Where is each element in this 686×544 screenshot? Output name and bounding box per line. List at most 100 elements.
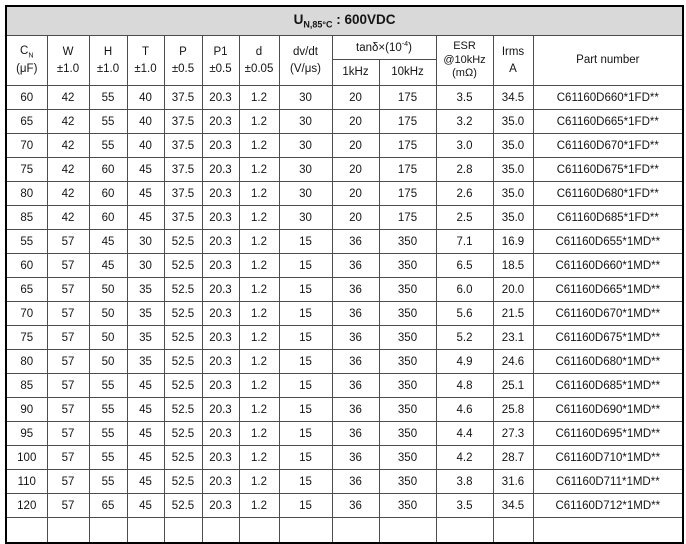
table-cell: 20: [331, 109, 380, 134]
table-cell: 175: [378, 133, 437, 158]
table-cell: 20.3: [201, 157, 240, 182]
table-cell: 35.0: [492, 157, 534, 182]
col-header-h: H ±1.0: [88, 35, 128, 86]
table-cell: 45: [126, 205, 165, 230]
table-cell: 20: [331, 205, 380, 230]
table-cell: 110: [5, 469, 48, 494]
table-cell: 1.2: [238, 325, 280, 350]
voltage-symbol: U: [293, 12, 304, 28]
table-cell: 55: [88, 133, 128, 158]
table-cell: 60: [88, 205, 128, 230]
table-cell: 3.2: [435, 109, 494, 134]
table-cell: 350: [378, 373, 437, 398]
table-cell: 52.5: [163, 277, 203, 302]
table-row: 80 42 60 45 37.5 20.3 1.2 30 20 175 2.6 35.0 C61160D…: [5, 181, 684, 206]
table-cell: 20.3: [201, 205, 240, 230]
table-cell: 1.2: [238, 469, 280, 494]
table-cell: 20.3: [201, 181, 240, 206]
table-cell: C61160D670*1MD**: [532, 301, 684, 326]
table-cell: 52.5: [163, 397, 203, 422]
table-cell: 3.5: [435, 85, 494, 110]
table-cell: 37.5: [163, 181, 203, 206]
table-cell: 20.3: [201, 421, 240, 446]
table-cell: 20.3: [201, 373, 240, 398]
col-header-irms: Irms A: [492, 35, 534, 86]
w-label: W: [62, 45, 74, 58]
table-cell: 1.2: [238, 445, 280, 470]
table-cell: 350: [378, 493, 437, 518]
table-cell: 36: [331, 349, 380, 374]
table-cell: 15: [278, 397, 333, 422]
table-cell: 57: [46, 493, 90, 518]
table-cell: 52.5: [163, 373, 203, 398]
table-cell: 57: [46, 253, 90, 278]
table-cell: 30: [126, 253, 165, 278]
table-cell: 40: [126, 109, 165, 134]
table-cell: 350: [378, 445, 437, 470]
table-cell: 28.7: [492, 445, 534, 470]
cn-unit: (μF): [16, 62, 38, 75]
esr-frequency: @10kHz: [443, 53, 486, 66]
esr-label: ESR: [453, 39, 476, 52]
col-header-tand-10khz: 10kHz: [378, 59, 437, 86]
table-cell: 45: [126, 493, 165, 518]
table-cell: 57: [46, 421, 90, 446]
col-header-tand-group: tanδ×(10-4): [331, 35, 437, 60]
col-header-w: W ±1.0: [46, 35, 90, 86]
table-cell: 50: [88, 301, 128, 326]
d-tolerance: ±0.05: [244, 62, 274, 75]
table-cell: 36: [331, 229, 380, 254]
table-cell: 3.0: [435, 133, 494, 158]
p1-tolerance: ±0.5: [209, 62, 232, 75]
table-cell: 80: [5, 181, 48, 206]
table-cell: [126, 517, 165, 544]
table-cell: 2.8: [435, 157, 494, 182]
table-cell: C61160D660*1FD**: [532, 85, 684, 110]
table-cell: 15: [278, 421, 333, 446]
table-cell: 31.6: [492, 469, 534, 494]
table-row: 70 57 50 35 52.5 20.3 1.2 15 36 350 5.6 21.5 C61160D…: [5, 301, 684, 326]
table-cell: 60: [5, 85, 48, 110]
table-cell: 15: [278, 253, 333, 278]
table-cell: 36: [331, 253, 380, 278]
table-cell: 15: [278, 445, 333, 470]
table-cell: 75: [5, 157, 48, 182]
table-cell: 15: [278, 325, 333, 350]
d-label: d: [255, 45, 263, 58]
table-cell: 52.5: [163, 421, 203, 446]
table-cell: 2.6: [435, 181, 494, 206]
table-cell: 57: [46, 325, 90, 350]
table-cell: C61160D695*1MD**: [532, 421, 684, 446]
table-cell: 57: [46, 229, 90, 254]
table-cell: 65: [88, 493, 128, 518]
table-cell: 20.3: [201, 325, 240, 350]
table-cell: 30: [278, 133, 333, 158]
dvdt-label: dv/dt: [293, 45, 318, 58]
t-label: T: [141, 45, 150, 58]
table-cell: 20: [331, 181, 380, 206]
table-cell: 100: [5, 445, 48, 470]
table-cell: 42: [46, 109, 90, 134]
table-cell: 1.2: [238, 85, 280, 110]
table-row: 95 57 55 45 52.5 20.3 1.2 15 36 350 4.4 27.3 C61160D…: [5, 421, 684, 446]
table-cell: 57: [46, 469, 90, 494]
table-row: 55 57 45 30 52.5 20.3 1.2 15 36 350 7.1 16.9 C61160D…: [5, 229, 684, 254]
table-cell: 50: [88, 349, 128, 374]
table-cell: C61160D655*1MD**: [532, 229, 684, 254]
table-cell: [163, 517, 203, 544]
table-cell: 65: [5, 277, 48, 302]
table-cell: 57: [46, 349, 90, 374]
table-cell: 15: [278, 469, 333, 494]
table-cell: 1.2: [238, 349, 280, 374]
table-cell: 6.0: [435, 277, 494, 302]
col-header-dvdt: dv/dt (V/μs): [278, 35, 333, 86]
table-cell: 45: [126, 373, 165, 398]
table-row: 80 57 50 35 52.5 20.3 1.2 15 36 350 4.9 24.6 C61160D…: [5, 349, 684, 374]
table-cell: 57: [46, 397, 90, 422]
h-label: H: [103, 45, 113, 58]
table-cell: 37.5: [163, 205, 203, 230]
table-cell: C61160D670*1FD**: [532, 133, 684, 158]
table-cell: 36: [331, 445, 380, 470]
table-cell: 80: [5, 349, 48, 374]
col-header-d: d ±0.05: [238, 35, 280, 86]
